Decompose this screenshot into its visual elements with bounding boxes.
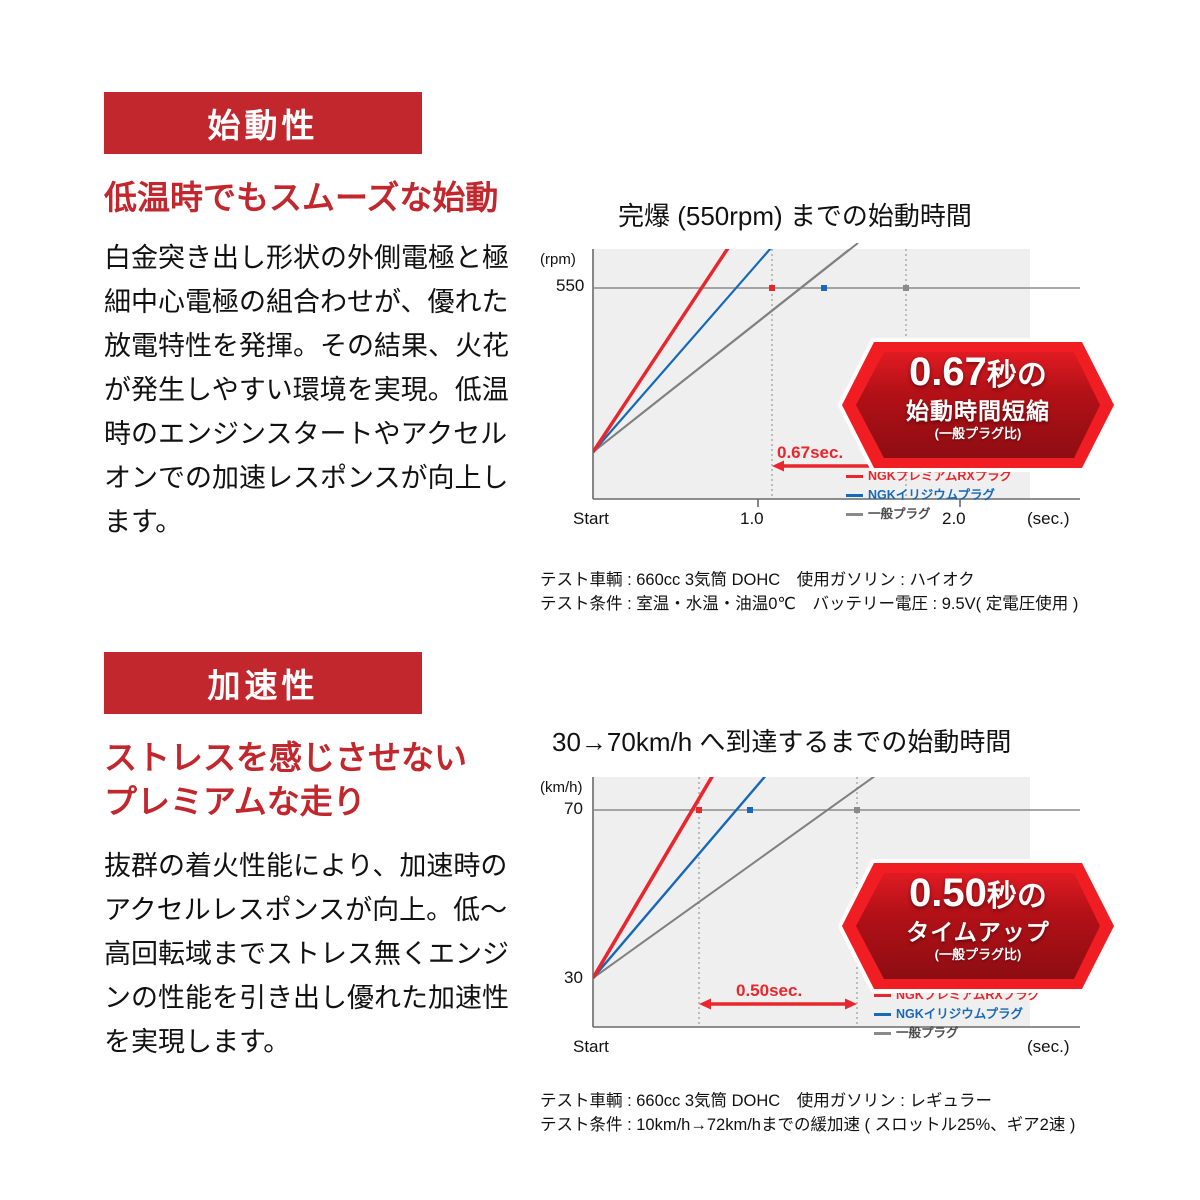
chart-2-title: 30→70km/h へ到達するまでの始動時間 bbox=[552, 727, 1012, 757]
section-1-body-text: 白金突き出し形状の外側電極と極細中心電極の組合わせが、優れた放電特性を発揮。その… bbox=[104, 243, 509, 537]
chart-1-canvas: (rpm) 550 Start 1.0 2.0 (sec.) 0.67sec. … bbox=[540, 242, 1120, 558]
legend-swatch-standard-icon bbox=[874, 1032, 891, 1035]
chart-2-legend-item-iridium: NGKイリジウムプラグ bbox=[874, 1005, 1040, 1024]
chart-1-dot-standard bbox=[903, 285, 909, 291]
chart-2-block: 30→70km/h へ到達するまでの始動時間 bbox=[540, 722, 1120, 1137]
chart-1-legend-item-standard: 一般プラグ bbox=[846, 505, 1012, 524]
chart-2-dot-iridium bbox=[747, 807, 753, 813]
section-2-headline-line-2: プレミアムな走り bbox=[104, 783, 366, 820]
section-1-tag-bar: 始動性 bbox=[104, 92, 422, 154]
chart-1-badge-shape bbox=[838, 338, 1118, 472]
chart-2-delta-arrow-head-left bbox=[699, 998, 711, 1010]
chart-2-ytick-30: 30 bbox=[564, 968, 583, 987]
chart-2-line-iridium bbox=[593, 777, 767, 979]
legend-swatch-iridium-icon bbox=[874, 1013, 891, 1016]
chart-2-badge-shape bbox=[838, 859, 1118, 993]
chart-2-y-axis-unit: (km/h) bbox=[540, 779, 583, 796]
chart-1-xtick-label-2: 2.0 bbox=[942, 509, 966, 528]
chart-2-note-line-1: テスト車輌 : 660cc 3気筒 DOHC 使用ガソリン : レギュラー bbox=[540, 1092, 992, 1110]
chart-1-x-start-label: Start bbox=[573, 509, 609, 528]
chart-1-title: 完爆 (550rpm) までの始動時間 bbox=[618, 201, 972, 231]
chart-1-dot-premium-rx bbox=[769, 285, 775, 291]
chart-1-delta-arrow-head-left bbox=[772, 460, 784, 472]
chart-1-x-axis-unit: (sec.) bbox=[1027, 509, 1070, 528]
legend-swatch-premium-rx-icon bbox=[846, 475, 863, 478]
chart-1-ytick-550: 550 bbox=[556, 276, 585, 295]
chart-2-line-premium-rx bbox=[593, 777, 714, 979]
chart-1-y-axis-unit: (rpm) bbox=[540, 251, 576, 268]
chart-1-block: 完爆 (550rpm) までの始動時間 bbox=[540, 196, 1120, 616]
chart-2-canvas: (km/h) 70 30 Start (sec.) 0.50sec. NGKプレ… bbox=[540, 771, 1120, 1081]
legend-swatch-standard-icon bbox=[846, 513, 863, 516]
chart-1-line-premium-rx bbox=[593, 249, 730, 453]
chart-1-legend: NGKプレミアムRXプラグ NGKイリジウムプラグ 一般プラグ bbox=[846, 467, 1012, 524]
chart-2-dot-premium-rx bbox=[696, 807, 702, 813]
chart-1-dot-iridium bbox=[821, 285, 827, 291]
section-2-body-text: 抜群の着火性能により、加速時のアクセルレスポンスが向上。低〜高回転域までストレス… bbox=[104, 851, 509, 1057]
chart-2-delta-label: 0.50sec. bbox=[736, 981, 803, 1000]
chart-2-legend-item-standard: 一般プラグ bbox=[874, 1024, 1040, 1043]
chart-2-note-line-2: テスト条件 : 10km/h→72km/hまでの緩加速 ( スロットル25%、ギ… bbox=[540, 1116, 1076, 1134]
chart-2-dot-standard bbox=[854, 807, 860, 813]
legend-swatch-iridium-icon bbox=[846, 494, 863, 497]
legend-swatch-premium-rx-icon bbox=[874, 994, 891, 997]
chart-2-series-group bbox=[593, 777, 876, 979]
chart-2-ytick-70: 70 bbox=[564, 799, 583, 818]
section-2-tag-bar: 加速性 bbox=[104, 652, 422, 714]
chart-1-legend-item-premium-rx: NGKプレミアムRXプラグ bbox=[846, 467, 1012, 486]
chart-1-line-standard bbox=[593, 249, 852, 453]
section-1-tag-label: 始動性 bbox=[207, 107, 319, 144]
chart-2-x-axis-unit: (sec.) bbox=[1027, 1037, 1070, 1056]
chart-1-legend-label-standard: 一般プラグ bbox=[868, 507, 931, 521]
chart-2-delta-arrow-head-right bbox=[845, 998, 857, 1010]
chart-1-xtick-label-1: 1.0 bbox=[740, 509, 764, 528]
chart-1-legend-item-iridium: NGKイリジウムプラグ bbox=[846, 486, 1012, 505]
chart-1-line-iridium bbox=[593, 249, 772, 453]
section-1-left-column: 始動性 低温時でもスムーズな始動 白金突き出し形状の外側電極と極細中心電極の組合… bbox=[104, 92, 544, 544]
chart-2-legend-label-iridium: NGKイリジウムプラグ bbox=[896, 1007, 1024, 1021]
chart-1-note-line-2: テスト条件 : 室温・水温・油温0℃ バッテリー電圧 : 9.5V( 定電圧使用… bbox=[540, 595, 1079, 613]
chart-1-note-line-1: テスト車輌 : 660cc 3気筒 DOHC 使用ガソリン : ハイオク bbox=[540, 571, 975, 589]
section-2-left-column: 加速性 ストレスを感じさせない プレミアムな走り 抜群の着火性能により、加速時の… bbox=[104, 652, 544, 1064]
chart-1-legend-label-iridium: NGKイリジウムプラグ bbox=[868, 488, 996, 502]
chart-2-legend-label-standard: 一般プラグ bbox=[896, 1026, 959, 1040]
chart-2-line-standard bbox=[593, 777, 876, 979]
chart-1-series-group bbox=[593, 249, 852, 453]
section-1-headline: 低温時でもスムーズな始動 bbox=[104, 179, 499, 216]
section-2-tag-label: 加速性 bbox=[207, 667, 319, 704]
chart-1-delta-label: 0.67sec. bbox=[777, 443, 844, 462]
chart-1-legend-label-premium-rx: NGKプレミアムRXプラグ bbox=[868, 469, 1013, 483]
chart-2-x-start-label: Start bbox=[573, 1037, 609, 1056]
chart-2-legend: NGKプレミアムRXプラグ NGKイリジウムプラグ 一般プラグ bbox=[874, 986, 1040, 1043]
section-2-headline-line-1: ストレスを感じさせない bbox=[104, 739, 467, 776]
